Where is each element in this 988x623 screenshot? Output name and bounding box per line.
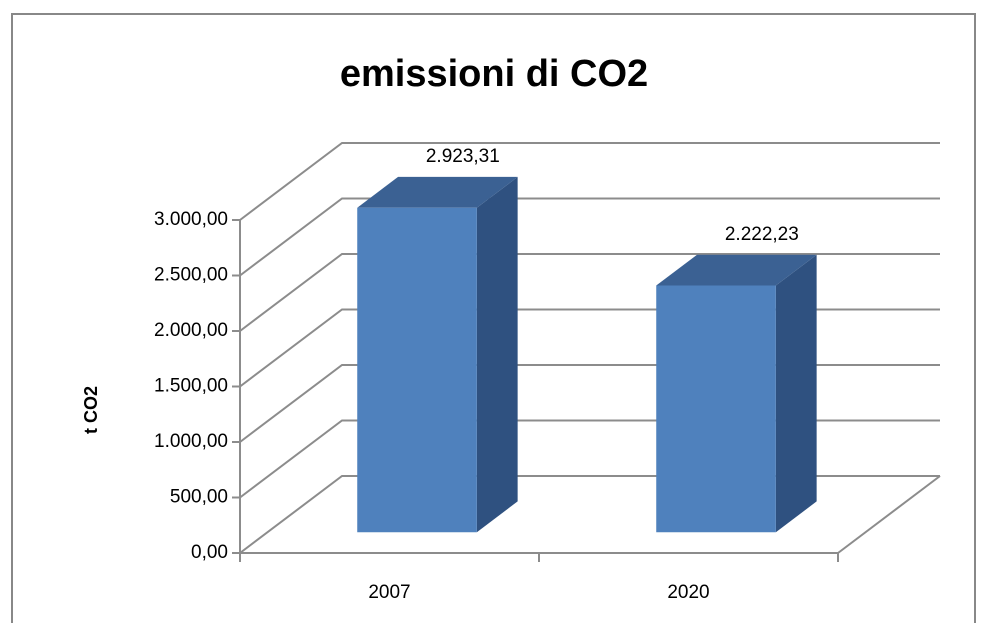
y-tick-label: 1.500,00 (154, 376, 228, 397)
bar-side (476, 176, 518, 533)
bar-front (656, 285, 776, 533)
grid-line (239, 253, 940, 332)
bar-top (357, 176, 518, 208)
bar (357, 176, 518, 533)
y-tick-label: 500,00 (170, 487, 228, 508)
value-label: 2.222,23 (725, 224, 799, 245)
x-tick-label: 2007 (368, 582, 410, 603)
value-label: 2.923,31 (426, 146, 500, 167)
x-tick-label: 2020 (667, 582, 709, 603)
chart-title: emissioni di CO2 (340, 53, 648, 95)
bar-side (775, 254, 817, 533)
bar-top (656, 254, 817, 286)
y-tick-label: 1.000,00 (154, 431, 228, 452)
bar (656, 254, 817, 533)
grid-line (239, 197, 940, 277)
y-tick-label: 3.000,00 (154, 209, 228, 230)
y-tick-label: 2.000,00 (154, 320, 228, 341)
y-axis-title: t CO2 (81, 386, 101, 434)
floor-edge (837, 475, 941, 554)
y-tick-label: 0,00 (191, 542, 228, 563)
y-tick-label: 2.500,00 (154, 265, 228, 286)
bar-front (357, 207, 477, 533)
grid-line (239, 142, 940, 221)
